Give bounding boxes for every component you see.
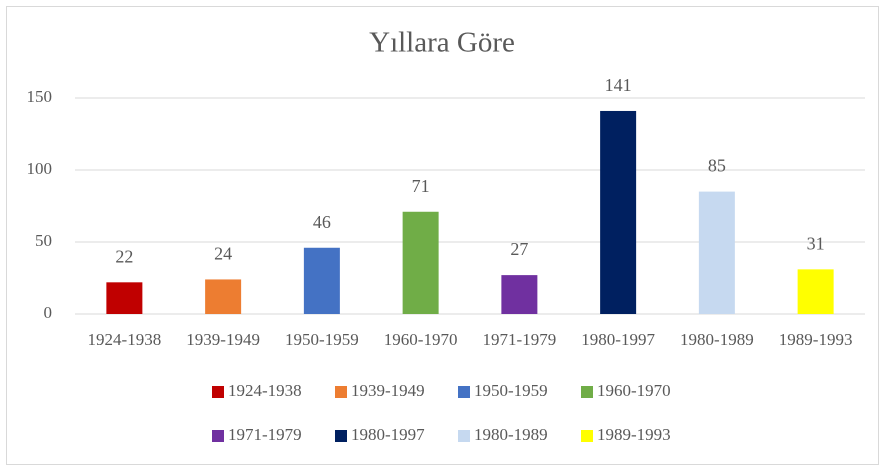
data-label: 22	[115, 246, 133, 266]
x-tick-label: 1989-1993	[779, 330, 853, 349]
legend-label: 1950-1959	[474, 381, 548, 400]
data-label: 141	[605, 75, 632, 95]
bar	[205, 279, 242, 314]
x-tick-label: 1980-1989	[680, 330, 754, 349]
legend-label: 1980-1997	[351, 425, 425, 444]
legend-label: 1980-1989	[474, 425, 548, 444]
x-tick-label: 1950-1959	[285, 330, 359, 349]
legend-label: 1971-1979	[228, 425, 302, 444]
legend-swatch	[458, 430, 470, 442]
legend-swatch	[458, 386, 470, 398]
data-label: 27	[510, 239, 528, 259]
bar	[501, 275, 538, 314]
bar	[698, 191, 735, 314]
bar	[402, 211, 439, 314]
chart-title: Yıllara Göre	[369, 27, 515, 59]
bar	[797, 269, 834, 314]
y-tick-label: 150	[27, 87, 53, 106]
x-tick-label: 1980-1997	[581, 330, 655, 349]
legend-swatch	[212, 430, 224, 442]
data-label: 31	[807, 233, 825, 253]
legend-label: 1960-1970	[597, 381, 671, 400]
legend-swatch	[335, 386, 347, 398]
x-tick-label: 1960-1970	[384, 330, 458, 349]
y-tick-label: 100	[27, 159, 53, 178]
bar	[600, 110, 637, 315]
legend-label: 1924-1938	[228, 381, 302, 400]
y-tick-label: 50	[35, 231, 52, 250]
x-tick-label: 1924-1938	[88, 330, 162, 349]
y-tick-label: 0	[44, 303, 53, 322]
data-label: 85	[708, 156, 726, 176]
legend-swatch	[581, 386, 593, 398]
bar	[303, 247, 340, 314]
x-tick-label: 1939-1949	[186, 330, 260, 349]
legend-swatch	[335, 430, 347, 442]
bar	[106, 282, 143, 314]
legend-swatch	[581, 430, 593, 442]
data-label: 24	[214, 244, 232, 264]
data-label: 46	[313, 212, 331, 232]
data-label: 71	[412, 176, 430, 196]
chart-border	[6, 6, 879, 465]
legend-label: 1939-1949	[351, 381, 425, 400]
x-tick-label: 1971-1979	[483, 330, 557, 349]
legend-swatch	[212, 386, 224, 398]
legend-label: 1989-1993	[597, 425, 671, 444]
